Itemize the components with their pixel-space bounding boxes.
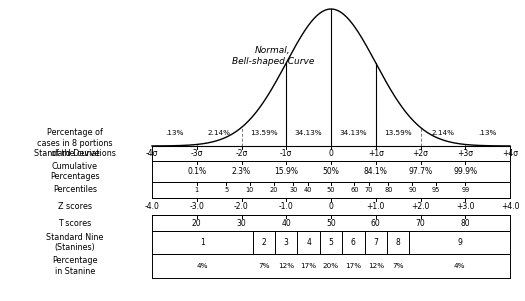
Text: +2.0: +2.0 — [411, 202, 429, 211]
Text: .13%: .13% — [165, 130, 184, 136]
Text: 20%: 20% — [323, 263, 339, 269]
Text: 17%: 17% — [300, 263, 317, 269]
Text: 10: 10 — [245, 187, 254, 193]
Text: 9: 9 — [457, 238, 462, 247]
Text: 12%: 12% — [368, 263, 384, 269]
Text: 30: 30 — [289, 187, 298, 193]
Text: 50: 50 — [327, 187, 335, 193]
Text: 4%: 4% — [454, 263, 465, 269]
Text: +3σ: +3σ — [457, 149, 473, 158]
Text: 20: 20 — [269, 187, 278, 193]
Text: 7: 7 — [373, 238, 378, 247]
Text: 5: 5 — [329, 238, 333, 247]
Text: -1σ: -1σ — [280, 149, 292, 158]
Text: 7%: 7% — [258, 263, 270, 269]
Text: -3.0: -3.0 — [190, 202, 204, 211]
Text: 34.13%: 34.13% — [340, 130, 367, 136]
Text: Z scores: Z scores — [58, 202, 92, 211]
Text: 30: 30 — [237, 219, 246, 228]
Text: 1: 1 — [195, 187, 199, 193]
Text: 99.9%: 99.9% — [453, 167, 477, 176]
Text: 6: 6 — [351, 238, 356, 247]
Text: 8: 8 — [396, 238, 401, 247]
Text: 60: 60 — [350, 187, 359, 193]
Text: 7%: 7% — [392, 263, 404, 269]
Text: 17%: 17% — [345, 263, 361, 269]
Text: 5: 5 — [224, 187, 228, 193]
Text: 13.59%: 13.59% — [384, 130, 412, 136]
Text: 50: 50 — [326, 219, 336, 228]
Text: Normal,
Bell-shaped Curve: Normal, Bell-shaped Curve — [232, 46, 314, 66]
Text: 50%: 50% — [322, 167, 340, 176]
Text: 70: 70 — [416, 219, 425, 228]
Text: 90: 90 — [408, 187, 417, 193]
Text: +1σ: +1σ — [368, 149, 384, 158]
Text: 0: 0 — [329, 149, 333, 158]
Text: Standard Deviations: Standard Deviations — [34, 149, 116, 158]
Text: 80: 80 — [460, 219, 470, 228]
Text: 4%: 4% — [196, 263, 208, 269]
Text: 2.14%: 2.14% — [432, 130, 454, 136]
Text: T scores: T scores — [58, 219, 92, 228]
Text: Percentiles: Percentiles — [53, 185, 97, 194]
Text: .13%: .13% — [478, 130, 497, 136]
Text: 70: 70 — [364, 187, 373, 193]
Text: -2σ: -2σ — [235, 149, 248, 158]
Text: Percentage of
cases in 8 portions
of the curve: Percentage of cases in 8 portions of the… — [37, 128, 113, 158]
Text: +4σ: +4σ — [502, 149, 518, 158]
Text: 84.1%: 84.1% — [364, 167, 387, 176]
Text: 80: 80 — [384, 187, 393, 193]
Text: 12%: 12% — [278, 263, 295, 269]
Text: 2.3%: 2.3% — [232, 167, 251, 176]
Text: 95: 95 — [432, 187, 440, 193]
Text: +1.0: +1.0 — [366, 202, 385, 211]
Text: +2σ: +2σ — [413, 149, 428, 158]
Text: Standard Nine
(Stanines): Standard Nine (Stanines) — [46, 233, 104, 252]
Text: 2: 2 — [261, 238, 266, 247]
Text: 0: 0 — [329, 202, 333, 211]
Text: -2.0: -2.0 — [234, 202, 249, 211]
Text: 99: 99 — [461, 187, 469, 193]
Text: Percentage
in Stanine: Percentage in Stanine — [52, 256, 98, 276]
Text: -4σ: -4σ — [146, 149, 158, 158]
Text: 15.9%: 15.9% — [274, 167, 298, 176]
Text: 0.1%: 0.1% — [187, 167, 206, 176]
Text: 4: 4 — [306, 238, 311, 247]
Text: 40: 40 — [303, 187, 312, 193]
Text: -4.0: -4.0 — [144, 202, 160, 211]
Text: 2.14%: 2.14% — [207, 130, 230, 136]
Text: +4.0: +4.0 — [501, 202, 519, 211]
Text: Cumulative
Percentages: Cumulative Percentages — [50, 162, 100, 181]
Text: 20: 20 — [192, 219, 202, 228]
Text: 3: 3 — [284, 238, 289, 247]
Text: +3.0: +3.0 — [456, 202, 475, 211]
Text: -1.0: -1.0 — [279, 202, 293, 211]
Text: 97.7%: 97.7% — [408, 167, 433, 176]
Text: 1: 1 — [200, 238, 205, 247]
Text: 13.59%: 13.59% — [250, 130, 278, 136]
Text: 34.13%: 34.13% — [295, 130, 322, 136]
Text: 60: 60 — [371, 219, 381, 228]
Text: 40: 40 — [281, 219, 291, 228]
Text: -3σ: -3σ — [191, 149, 203, 158]
